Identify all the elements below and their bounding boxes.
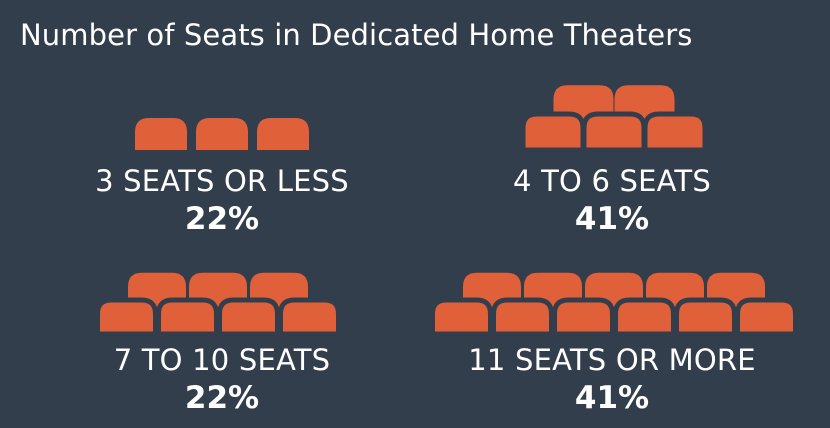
- theater-seat-icon: [674, 297, 737, 337]
- theater-seat-icon: [552, 297, 615, 337]
- theater-seat-icon: [613, 297, 676, 337]
- theater-seat-icon: [491, 297, 554, 337]
- theater-seat-icon: [642, 111, 708, 153]
- theater-seat-icon: [520, 111, 586, 153]
- chart-title: Number of Seats in Dedicated Home Theate…: [20, 18, 693, 52]
- category-value-11-seats-or-more: 41%: [574, 380, 650, 416]
- theater-seat-icon: [217, 297, 280, 337]
- theater-seat-icon: [735, 297, 798, 337]
- category-label-11-seats-or-more: 11 SEATS OR MORE: [468, 343, 756, 377]
- theater-seat-icon: [196, 118, 248, 150]
- theater-seat-icon: [581, 111, 647, 153]
- category-value-4-to-6-seats: 41%: [574, 201, 650, 237]
- category-value-7-to-10-seats: 22%: [184, 380, 260, 416]
- theater-seat-icon: [278, 297, 341, 337]
- category-label-3-seats-or-less: 3 SEATS OR LESS: [95, 164, 349, 198]
- theater-seat-icon: [257, 118, 309, 150]
- theater-seat-icon: [156, 297, 219, 337]
- category-label-7-to-10-seats: 7 TO 10 SEATS: [113, 343, 331, 377]
- category-value-3-seats-or-less: 22%: [184, 201, 260, 237]
- theater-seat-icon: [430, 297, 493, 337]
- theater-seat-icon: [95, 297, 158, 337]
- theater-seat-icon: [135, 118, 187, 150]
- category-label-4-to-6-seats: 4 TO 6 SEATS: [513, 164, 711, 198]
